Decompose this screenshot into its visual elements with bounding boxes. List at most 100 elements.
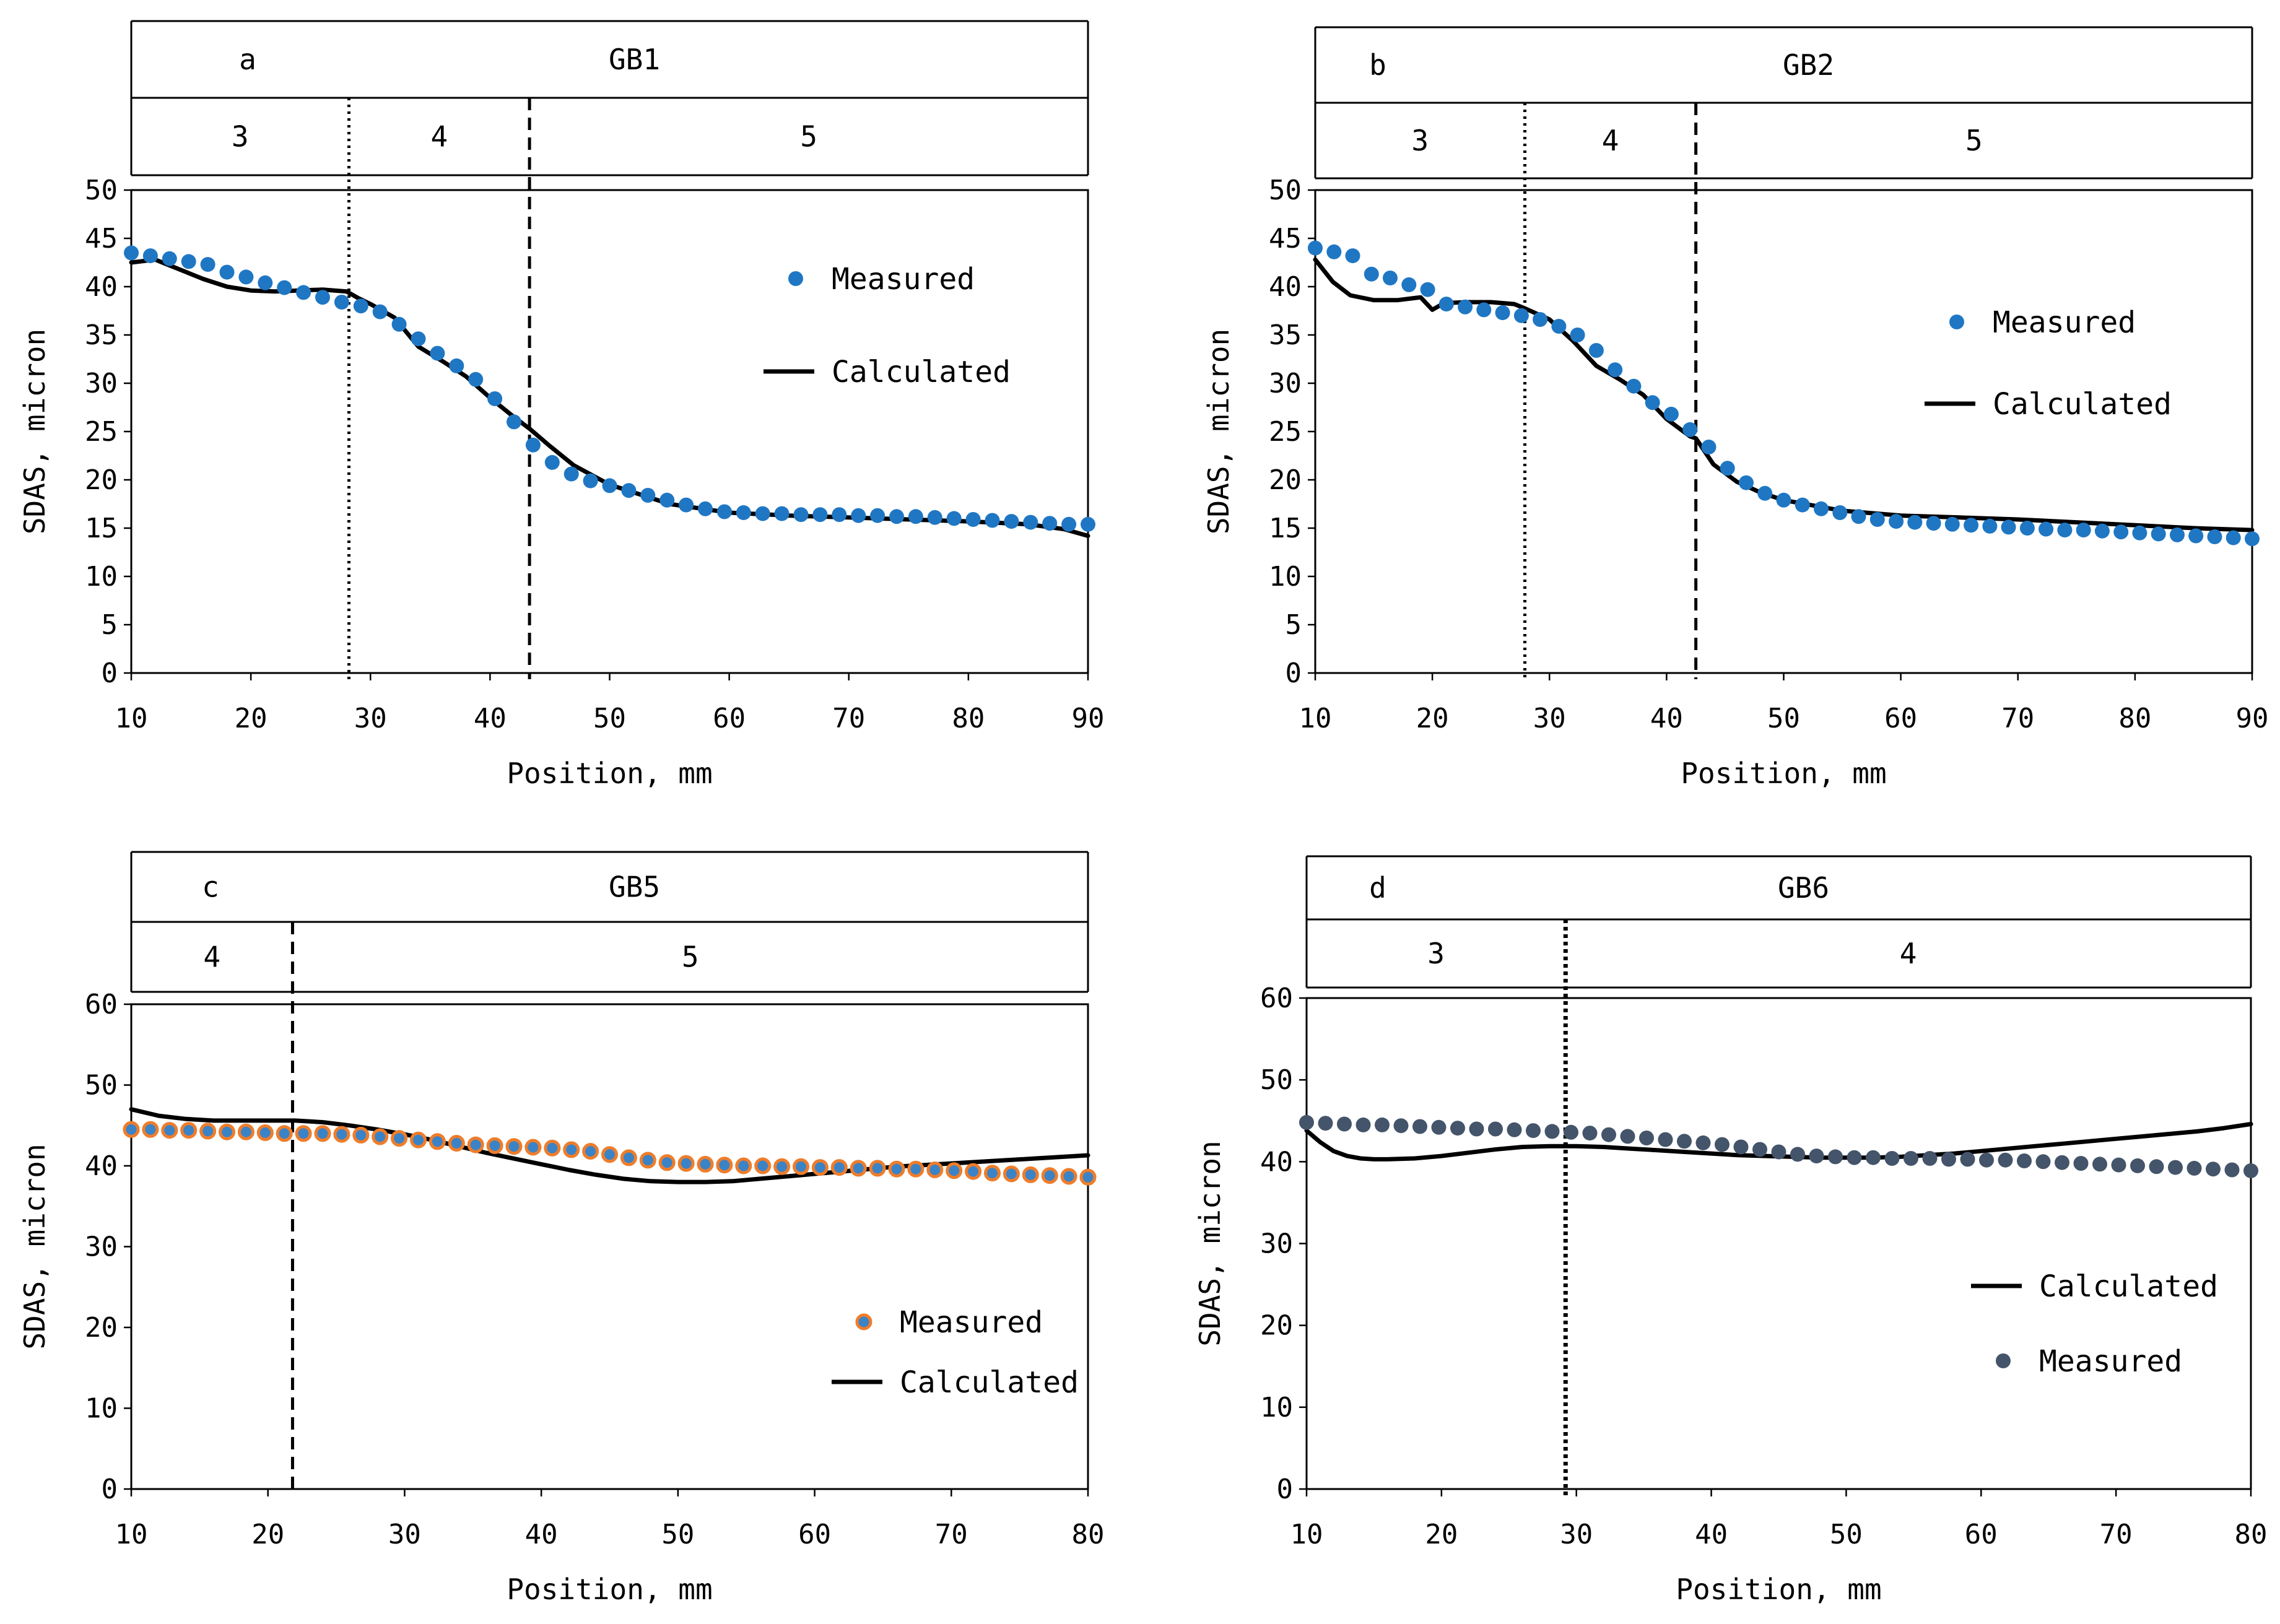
zone-label: 5	[800, 120, 817, 154]
measured-point	[295, 1125, 312, 1142]
measured-point	[716, 504, 732, 519]
x-axis-title: Position, mm	[1676, 1573, 1881, 1606]
measured-point	[850, 1160, 867, 1177]
x-tick-label: 50	[661, 1519, 694, 1550]
calculated-line	[129, 257, 1090, 538]
measured-point	[2149, 1159, 2164, 1175]
x-tick-label: 30	[1560, 1519, 1593, 1550]
measured-point	[2168, 1160, 2183, 1175]
zone-header: c GB5 4 5	[130, 851, 1089, 993]
measured-point	[1752, 1142, 1767, 1157]
measured-point	[1790, 1147, 1805, 1162]
measured-point	[984, 1165, 1001, 1182]
calculated-line	[1304, 1122, 2253, 1162]
measured-point	[1079, 1168, 1097, 1186]
x-tick-label: 70	[2001, 703, 2034, 734]
measured-point	[832, 507, 847, 523]
measured-point	[812, 507, 828, 523]
measured-point	[2170, 527, 2185, 542]
measured-point	[1355, 1117, 1371, 1132]
measured-point	[1964, 518, 1979, 533]
x-tick-label: 30	[354, 703, 387, 734]
y-tick-label: 15	[85, 513, 118, 544]
measured-point	[830, 1159, 848, 1176]
y-tick-label: 0	[1277, 1474, 1294, 1505]
x-tick-label: 70	[832, 703, 865, 734]
measured-point	[353, 298, 368, 314]
y-axis: 0 5 10 15 20 25 30 35 40 45 50	[1269, 175, 1315, 689]
legend: Measured Calculated	[764, 262, 1011, 389]
legend-label: Calculated	[900, 1365, 1079, 1400]
panel-letter: c	[202, 871, 219, 904]
measured-point	[888, 1160, 905, 1178]
legend-label: Calculated	[1993, 387, 2172, 422]
measured-point	[1626, 378, 1642, 394]
zone-label: 3	[232, 120, 249, 154]
measured-point	[908, 509, 923, 524]
y-axis: 0 5 10 15 20 25 30 35 40 45 50	[85, 175, 131, 689]
y-tick-label: 45	[85, 223, 118, 254]
measured-point	[1375, 1117, 1390, 1132]
y-tick-label: 10	[85, 1393, 118, 1425]
measured-point	[1639, 1131, 1654, 1145]
x-tick-label: 50	[1830, 1519, 1863, 1550]
measured-point	[1041, 1167, 1058, 1184]
measured-point	[525, 437, 541, 453]
y-tick-label: 45	[1269, 223, 1302, 254]
sample-name: GB1	[609, 43, 660, 76]
measured-point	[1023, 515, 1038, 530]
measured-point	[448, 1135, 465, 1152]
measured-point	[1383, 271, 1398, 285]
measured-point	[1869, 512, 1885, 527]
measured-point	[716, 1157, 733, 1174]
measured-point	[411, 331, 426, 347]
measured-point	[142, 1121, 159, 1138]
measured-point	[2245, 531, 2260, 547]
measured-point	[123, 1121, 140, 1138]
measured-point	[1866, 1150, 1881, 1165]
measured-point	[486, 1137, 503, 1154]
y-tick-label: 20	[85, 464, 118, 496]
y-tick-label: 0	[102, 1474, 118, 1505]
measured-point	[1907, 515, 1923, 530]
measured-point	[1299, 1114, 1314, 1130]
measured-point	[352, 1126, 370, 1144]
measured-point	[1318, 1116, 1333, 1131]
y-tick-label: 40	[85, 1150, 118, 1182]
measured-point	[1941, 1152, 1956, 1167]
measured-point	[1663, 406, 1679, 422]
measured-point	[2057, 523, 2073, 538]
x-tick-label: 80	[1072, 1519, 1105, 1550]
sample-name: GB6	[1778, 871, 1829, 905]
measured-point	[1393, 1118, 1409, 1134]
measured-point	[1645, 395, 1660, 410]
y-tick-label: 25	[1269, 416, 1302, 448]
measured-point	[640, 488, 656, 503]
measured-point	[774, 506, 790, 521]
x-tick-label: 40	[525, 1519, 558, 1550]
sample-name: GB5	[609, 871, 660, 904]
y-tick-label: 25	[85, 416, 118, 448]
measured-point	[1544, 1124, 1560, 1139]
zone-label: 3	[1427, 937, 1445, 970]
measured-point	[1458, 299, 1473, 315]
legend-label: Calculated	[832, 355, 1011, 389]
measured-point	[1982, 518, 1998, 534]
measured-point	[430, 345, 445, 361]
measured-point	[2224, 1162, 2240, 1178]
y-axis-title: SDAS, micron	[1193, 1140, 1227, 1346]
measured-point	[1601, 1127, 1616, 1142]
measured-point	[449, 358, 464, 373]
y-tick-label: 30	[85, 368, 118, 399]
measured-point	[1401, 277, 1417, 292]
y-tick-label: 40	[1269, 271, 1302, 303]
sample-name: GB2	[1783, 48, 1834, 82]
measured-point	[2206, 1162, 2221, 1177]
measured-point	[1608, 362, 1623, 378]
measured-point	[142, 248, 158, 264]
measured-point	[1960, 1152, 1975, 1167]
legend: Calculated Measured	[1971, 1269, 2218, 1379]
measured-point	[1998, 1152, 2013, 1168]
measured-point	[793, 1158, 809, 1175]
